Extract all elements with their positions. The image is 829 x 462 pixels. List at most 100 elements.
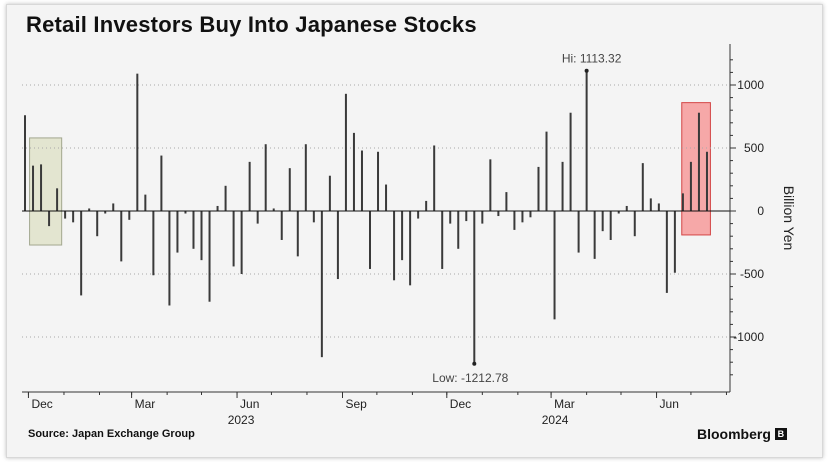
bar bbox=[417, 211, 420, 219]
bar bbox=[272, 208, 275, 211]
bar bbox=[601, 211, 604, 232]
bloomberg-mark-icon: B bbox=[774, 428, 787, 440]
bar bbox=[160, 155, 163, 211]
bar bbox=[80, 211, 83, 296]
bar bbox=[561, 161, 564, 211]
annotation-dot bbox=[584, 68, 589, 73]
bar bbox=[649, 198, 652, 211]
bar bbox=[120, 211, 123, 262]
bar bbox=[537, 166, 540, 211]
bar bbox=[256, 211, 259, 224]
bar bbox=[192, 211, 195, 249]
bar bbox=[344, 93, 347, 211]
chart-title: Retail Investors Buy Into Japanese Stock… bbox=[26, 12, 477, 37]
bar bbox=[240, 211, 243, 274]
bar bbox=[144, 194, 147, 211]
bar bbox=[585, 70, 588, 211]
bar bbox=[56, 188, 59, 211]
bar bbox=[553, 211, 556, 320]
bar bbox=[64, 211, 67, 219]
bar bbox=[513, 211, 516, 230]
bar bbox=[232, 211, 235, 267]
x-year-label: 2023 bbox=[228, 413, 255, 427]
bar bbox=[529, 211, 532, 218]
x-tick-label: Mar bbox=[554, 397, 575, 411]
x-tick-label: Jun bbox=[660, 397, 679, 411]
bar bbox=[200, 211, 203, 261]
bar bbox=[681, 193, 684, 211]
bar bbox=[360, 150, 363, 211]
bar bbox=[224, 185, 227, 211]
bar bbox=[385, 184, 388, 211]
bar bbox=[545, 131, 548, 211]
bar bbox=[409, 211, 412, 286]
bar bbox=[593, 211, 596, 259]
y-tick-label: 1000 bbox=[737, 78, 764, 92]
bar bbox=[352, 132, 355, 211]
bar bbox=[280, 211, 283, 240]
y-tick-label: 0 bbox=[757, 204, 764, 218]
bar bbox=[288, 168, 291, 211]
bar bbox=[449, 211, 452, 224]
bar bbox=[521, 211, 524, 223]
bar bbox=[320, 211, 323, 358]
x-year-label: 2024 bbox=[542, 413, 569, 427]
annotation-dot bbox=[472, 361, 477, 366]
bar bbox=[40, 164, 43, 211]
bar bbox=[328, 175, 331, 211]
source-note: Source: Japan Exchange Group bbox=[28, 428, 195, 440]
bar bbox=[641, 163, 644, 211]
bar bbox=[48, 211, 51, 227]
bar bbox=[441, 211, 444, 269]
bar bbox=[393, 211, 396, 281]
hi-annotation: Hi: 1113.32 bbox=[562, 52, 622, 66]
bar bbox=[72, 211, 75, 223]
bar bbox=[617, 211, 620, 214]
bar bbox=[665, 211, 668, 293]
bar bbox=[505, 192, 508, 211]
low-annotation: Low: -1212.78 bbox=[432, 371, 508, 385]
bar bbox=[369, 211, 371, 269]
bar bbox=[248, 161, 251, 211]
bar bbox=[24, 115, 26, 211]
brand-name: Bloomberg bbox=[697, 426, 771, 442]
highlight-box-right bbox=[681, 102, 711, 236]
bar bbox=[577, 211, 580, 253]
x-tick-label: Sep bbox=[345, 397, 367, 411]
bar bbox=[264, 144, 267, 211]
bar bbox=[336, 211, 339, 280]
y-tick-label: -1000 bbox=[733, 330, 764, 344]
bar bbox=[88, 208, 91, 211]
bar bbox=[136, 73, 139, 211]
bar bbox=[32, 165, 35, 211]
bar bbox=[401, 211, 404, 261]
bar bbox=[104, 211, 107, 214]
bar bbox=[609, 211, 612, 240]
bar bbox=[128, 211, 131, 220]
bar bbox=[208, 211, 211, 302]
bar bbox=[489, 159, 492, 211]
bloomberg-logo: Bloomberg B bbox=[697, 426, 787, 442]
bar bbox=[96, 211, 99, 237]
bar bbox=[377, 151, 380, 211]
bar bbox=[465, 211, 468, 222]
bar bbox=[296, 211, 299, 257]
bar bbox=[112, 203, 115, 211]
bar bbox=[657, 203, 660, 211]
bar bbox=[633, 211, 636, 237]
y-tick-label: -500 bbox=[740, 267, 764, 281]
bar bbox=[433, 145, 436, 211]
bar bbox=[184, 211, 187, 214]
bar bbox=[673, 211, 676, 273]
y-axis-title: Billion Yen bbox=[781, 186, 797, 251]
bar bbox=[216, 205, 219, 211]
bar bbox=[689, 161, 692, 211]
bar bbox=[304, 144, 307, 211]
bar bbox=[168, 211, 171, 306]
bar bbox=[481, 211, 484, 224]
bar bbox=[457, 211, 460, 249]
bar bbox=[152, 211, 155, 276]
bar bbox=[697, 112, 700, 211]
bar bbox=[569, 112, 572, 211]
